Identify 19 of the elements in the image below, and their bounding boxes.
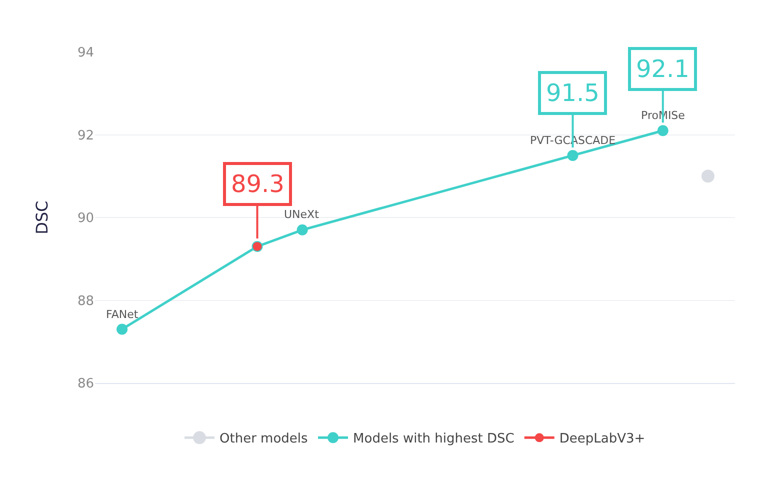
- y-tick-label: 88: [77, 294, 94, 309]
- y-tick-label: 86: [77, 376, 94, 392]
- y-tick-label: 94: [77, 46, 94, 61]
- point: [567, 150, 578, 161]
- data-label: 91.5: [546, 79, 600, 107]
- annotation: UNeXt: [284, 208, 320, 221]
- point: [657, 125, 668, 136]
- data-label: 92.1: [636, 55, 690, 83]
- y-tick-label: 92: [77, 128, 94, 144]
- legend-label: DeepLabV3+: [559, 432, 646, 447]
- legend-label: Other models: [220, 432, 308, 447]
- legend-label: Models with highest DSC: [353, 432, 514, 447]
- point: [116, 324, 128, 335]
- data-label: 89.3: [231, 170, 284, 198]
- y-axis-title: DSC: [32, 200, 52, 234]
- annotation: FANet: [106, 308, 139, 321]
- point: [296, 224, 308, 236]
- point: [701, 170, 714, 183]
- y-tick-label: 90: [77, 211, 94, 226]
